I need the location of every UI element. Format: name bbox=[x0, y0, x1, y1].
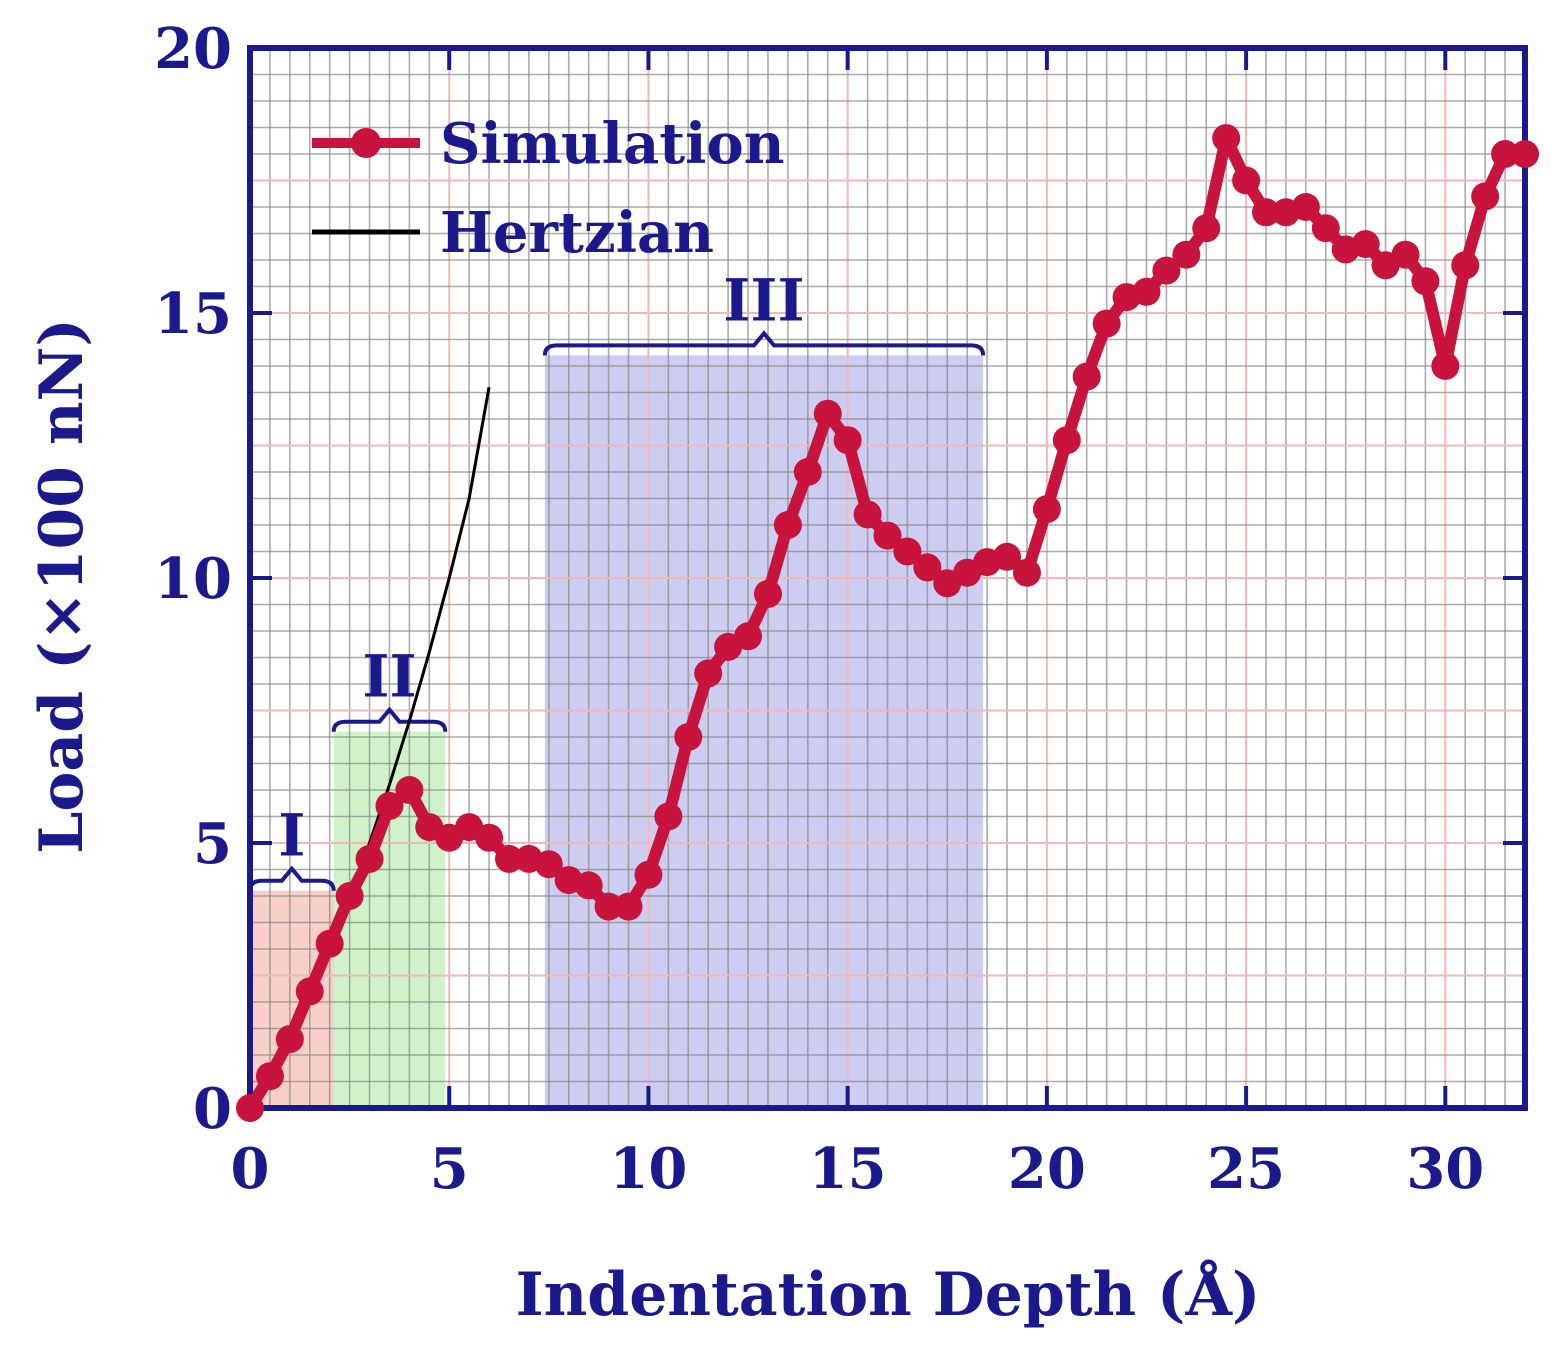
simulation-point bbox=[1072, 362, 1101, 391]
simulation-point bbox=[893, 537, 922, 566]
simulation-point bbox=[1032, 495, 1061, 524]
simulation-point bbox=[654, 802, 683, 831]
simulation-point bbox=[574, 871, 603, 900]
simulation-point bbox=[993, 542, 1022, 571]
y-tick-label: 20 bbox=[154, 16, 232, 82]
simulation-point bbox=[375, 791, 404, 820]
simulation-point bbox=[594, 892, 623, 921]
simulation-point bbox=[1192, 214, 1221, 243]
simulation-point bbox=[674, 723, 703, 751]
simulation-point bbox=[1391, 240, 1420, 269]
simulation-point bbox=[793, 458, 822, 486]
x-tick-label: 0 bbox=[231, 1136, 270, 1202]
shaded-regions bbox=[250, 355, 984, 1108]
x-tick-label: 25 bbox=[1207, 1136, 1285, 1202]
simulation-point bbox=[395, 776, 424, 804]
simulation-point bbox=[694, 659, 723, 688]
y-axis-title: Load (×100 nN) bbox=[27, 318, 97, 854]
region-I-bracket bbox=[248, 865, 336, 891]
simulation-point bbox=[614, 892, 643, 921]
region-III-shade bbox=[544, 355, 984, 1108]
x-tick-label: 20 bbox=[1008, 1136, 1086, 1202]
series-layer bbox=[236, 124, 1539, 1122]
simulation-point bbox=[734, 622, 763, 651]
simulation-point bbox=[494, 844, 523, 873]
legend-simulation-label: Simulation bbox=[440, 111, 784, 177]
simulation-point bbox=[236, 1094, 264, 1122]
simulation-point bbox=[315, 929, 344, 958]
axis-ticks: 0 5 10 15 20 25 30 0 5 10 15 20 bbox=[154, 16, 1525, 1202]
simulation-point bbox=[1411, 267, 1440, 296]
y-tick-label: 10 bbox=[154, 546, 232, 612]
simulation-point bbox=[1152, 256, 1181, 285]
simulation-point bbox=[1252, 198, 1281, 227]
simulation-point bbox=[1451, 251, 1480, 280]
simulation-point bbox=[634, 860, 663, 889]
simulation-point bbox=[1012, 558, 1041, 587]
legend: Simulation Hertzian bbox=[312, 111, 784, 266]
y-tick-label: 0 bbox=[193, 1076, 232, 1142]
region-III-bracket bbox=[542, 330, 986, 356]
simulation-point bbox=[275, 1025, 304, 1054]
simulation-point bbox=[1172, 240, 1201, 269]
simulation-point bbox=[773, 511, 802, 539]
simulation-point bbox=[913, 553, 942, 582]
simulation-point bbox=[355, 844, 384, 873]
simulation-point bbox=[873, 521, 902, 550]
x-tick-label: 10 bbox=[609, 1136, 687, 1202]
x-tick-label: 5 bbox=[430, 1136, 469, 1202]
y-tick-label: 15 bbox=[154, 281, 232, 347]
simulation-point bbox=[335, 882, 364, 910]
simulation-point bbox=[833, 426, 862, 455]
simulation-point bbox=[534, 850, 563, 879]
simulation-point bbox=[853, 500, 882, 529]
legend-simulation-marker bbox=[351, 128, 381, 158]
x-axis-title: Indentation Depth (Å) bbox=[516, 1259, 1261, 1330]
simulation-point bbox=[1232, 166, 1261, 195]
simulation-point bbox=[1351, 230, 1380, 259]
simulation-point bbox=[475, 823, 504, 852]
simulation-point bbox=[1311, 214, 1340, 243]
simulation-point bbox=[1212, 124, 1241, 153]
region-I-label: I bbox=[278, 802, 305, 870]
region-II-bracket bbox=[331, 706, 448, 732]
simulation-point bbox=[1291, 193, 1320, 221]
x-tick-label: 15 bbox=[809, 1136, 887, 1202]
region-III-label: III bbox=[723, 266, 804, 334]
simulation-point bbox=[1052, 426, 1081, 455]
simulation-point bbox=[1471, 182, 1500, 211]
legend-hertzian-label: Hertzian bbox=[440, 200, 714, 266]
simulation-point bbox=[753, 579, 782, 608]
simulation-point bbox=[813, 399, 842, 428]
simulation-point bbox=[1491, 140, 1520, 168]
x-tick-label: 30 bbox=[1406, 1136, 1484, 1202]
y-tick-label: 5 bbox=[193, 811, 232, 877]
simulation-point bbox=[1132, 277, 1161, 306]
region-II-label: II bbox=[362, 643, 416, 711]
simulation-point bbox=[1092, 309, 1121, 338]
simulation-point bbox=[1431, 352, 1460, 380]
simulation-point bbox=[1511, 140, 1539, 168]
simulation-point bbox=[255, 1062, 284, 1091]
simulation-point bbox=[295, 977, 324, 1006]
